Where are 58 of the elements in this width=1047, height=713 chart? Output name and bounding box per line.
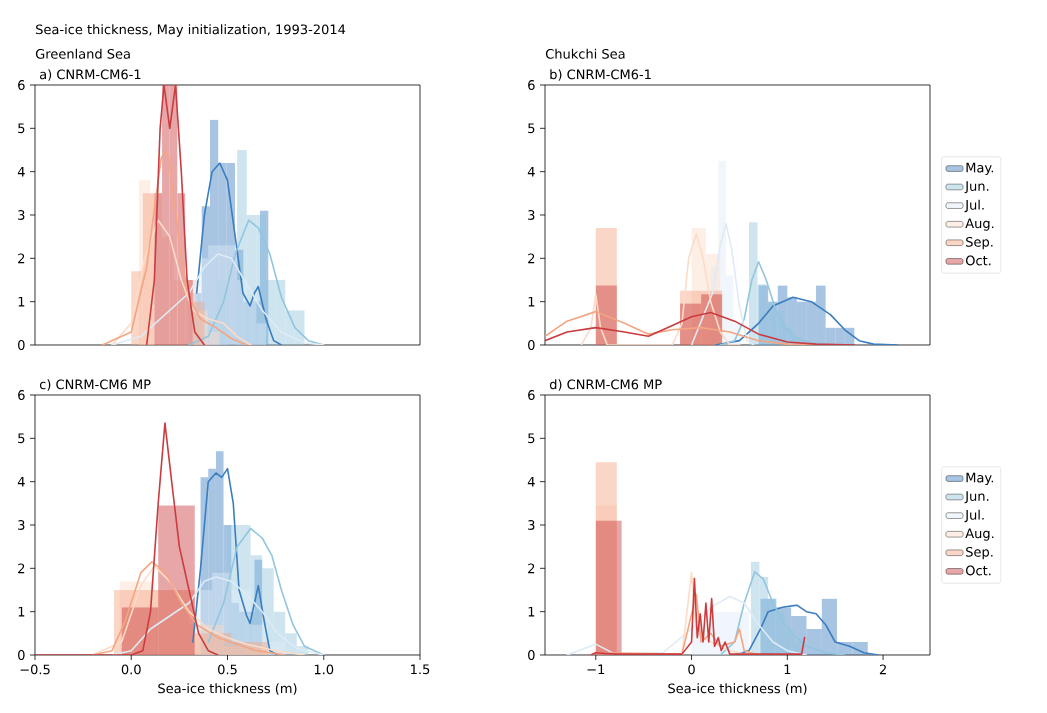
y-tick-label: 5 [528,433,535,444]
text: Chukchi Sea [545,48,625,59]
y-tick-label: 4 [527,166,535,177]
y-tick-label: 3 [528,210,535,220]
y-tick-label: 5 [18,433,25,444]
x-tick-label: 0.0 [121,664,141,675]
legend-label: Aug. [965,218,994,231]
y-tick-label: 4 [17,166,25,177]
y-tick-label: 2 [528,253,535,264]
y-tick-label: 6 [18,80,25,90]
x-tick-label: 1.0 [314,664,334,675]
x-axis-title: Sea-ice thickness (m) [668,683,807,695]
y-tick-label: 3 [18,520,25,530]
y-tick-label: 4 [527,476,535,487]
y-tick-label: 4 [17,476,25,487]
legend-label: Jul. [964,199,984,213]
y-tick-label: 0 [18,340,25,350]
x-tick-label: −0.5 [20,664,50,675]
y-tick-label: 0 [528,650,535,660]
y-tick-label: 2 [528,563,535,574]
y-tick-label: 1 [528,606,535,617]
y-tick-label: 0 [18,650,25,660]
y-tick-label: 0 [528,340,535,350]
y-tick-label: 2 [18,253,25,264]
y-tick-label: 3 [18,210,25,220]
legend-label: Aug. [965,528,994,541]
x-axis-title: Sea-ice thickness (m) [158,683,297,695]
x-tick-label: 1.5 [411,664,430,675]
y-tick-label: 6 [18,390,25,400]
text: Greenland Sea [35,48,130,59]
legend-label: Sep. [966,236,993,250]
x-tick-label: −1 [587,664,605,674]
x-tick-label: 0 [688,664,695,675]
x-tick-label: 1 [784,664,791,674]
y-tick-label: 2 [18,563,25,574]
legend-label: May. [966,472,993,486]
y-tick-label: 3 [528,520,535,530]
chart-title: d) CNRM-CM6 MP [549,379,662,391]
legend-label: May. [966,162,993,176]
x-tick-label: 2 [879,664,886,675]
legend-label: Oct. [965,255,991,266]
legend-label: Jul. [964,509,984,523]
legend-label: Jun. [964,181,989,194]
chart-title: b) CNRM-CM6-1 [550,69,651,81]
chart-title: c) CNRM-CM6 MP [39,379,151,391]
y-tick-label: 5 [18,123,25,134]
legend-label: Jun. [964,491,989,504]
y-tick-label: 1 [18,606,25,617]
legend-label: Oct. [965,565,991,576]
y-tick-label: 1 [528,296,535,307]
chart-title: a) CNRM-CM6-1 [39,69,141,81]
legend-label: Sep. [966,546,993,560]
y-tick-label: 6 [528,390,535,400]
x-tick-label: 0.5 [218,664,237,675]
y-tick-label: 6 [528,80,535,90]
y-tick-label: 5 [528,123,535,134]
text: Sea-ice thickness, May initialization, 1993-2014 [36,24,346,37]
y-tick-label: 1 [18,296,25,307]
